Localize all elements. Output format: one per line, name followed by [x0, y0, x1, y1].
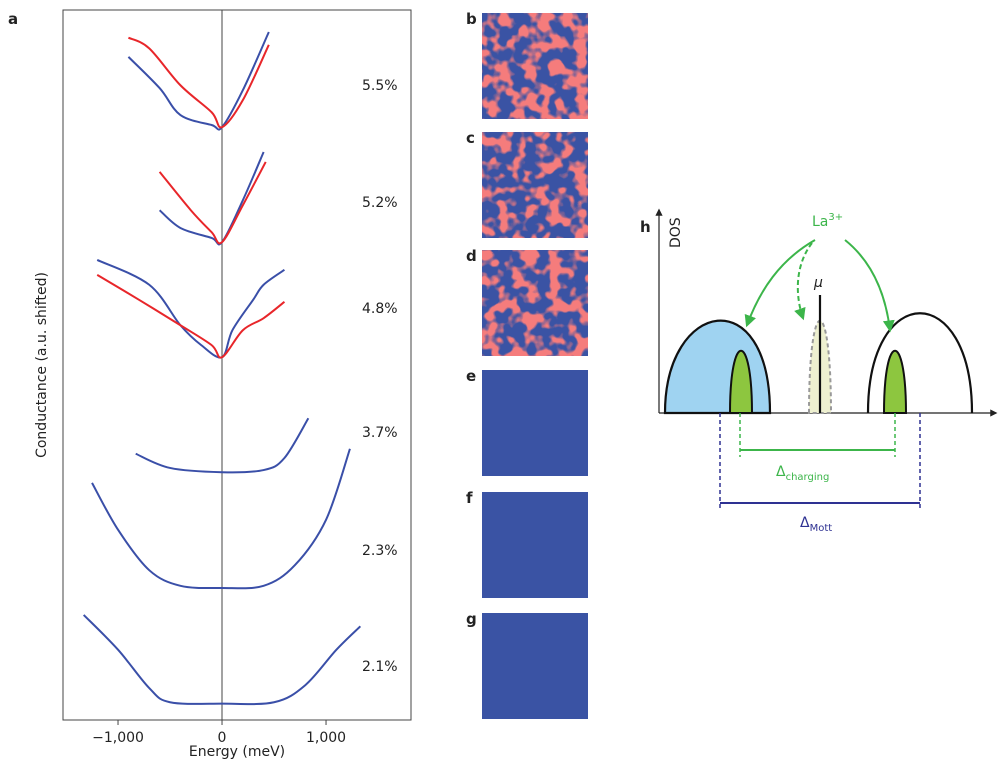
series-label: 5.5%	[362, 78, 398, 94]
panel-label: g	[466, 610, 477, 628]
curve	[128, 38, 268, 128]
map-background	[482, 370, 588, 476]
subscript: Mott	[810, 523, 833, 534]
delta: Δ	[800, 515, 810, 531]
x-tick-label: 0	[218, 730, 227, 746]
curve	[160, 162, 266, 243]
curve	[128, 32, 268, 130]
impurity-state	[884, 351, 906, 413]
arrow	[798, 243, 812, 318]
panel-label: h	[640, 218, 651, 236]
panel-label: d	[466, 247, 477, 265]
mu-label: μ	[813, 275, 823, 291]
panel-label: f	[466, 489, 473, 507]
diagram: h DOS La3+ μ Δcharging ΔMott	[640, 210, 996, 534]
dopant-label: La3+	[812, 212, 843, 230]
plot: −1,000 0 1,000 5.5% 5.2% 4.8% 3.7% 2.3% 2.1%	[84, 32, 398, 746]
curve	[97, 260, 284, 358]
panel-label: a	[8, 10, 18, 28]
curve	[92, 449, 350, 589]
map-pattern	[482, 250, 588, 356]
dos-label: DOS	[668, 217, 684, 248]
map-pattern	[482, 13, 588, 119]
panel-label: b	[466, 10, 477, 28]
subscript: charging	[786, 472, 830, 483]
series-label: 4.8%	[362, 301, 398, 317]
series-label: 2.3%	[362, 543, 398, 559]
map-background	[482, 492, 588, 598]
maps: b c d e f g	[466, 10, 588, 719]
panel-label: c	[466, 129, 475, 147]
x-axis-label: Energy (meV)	[189, 744, 285, 760]
dopant: La	[812, 214, 828, 230]
curve	[97, 275, 284, 358]
series-label: 2.1%	[362, 659, 398, 675]
charging-gap-label: Δcharging	[776, 464, 829, 483]
y-axis-label: Conductance (a.u. shifted)	[34, 272, 50, 458]
curve	[160, 152, 264, 244]
x-tick-label: 1,000	[306, 730, 346, 746]
delta: Δ	[776, 464, 786, 480]
mott-gap-label: ΔMott	[800, 515, 832, 534]
lower-hubbard-band	[665, 321, 770, 413]
panel-label: e	[466, 367, 476, 385]
plot-frame	[63, 10, 411, 720]
arrow	[845, 240, 890, 330]
x-tick-label: −1,000	[92, 730, 144, 746]
dopant-charge: 3+	[828, 212, 843, 223]
figure: a Energy (meV) Conductance (a.u. shifted…	[0, 0, 998, 762]
map-pattern	[482, 132, 588, 238]
map-background	[482, 613, 588, 719]
series-label: 5.2%	[362, 195, 398, 211]
series-label: 3.7%	[362, 425, 398, 441]
